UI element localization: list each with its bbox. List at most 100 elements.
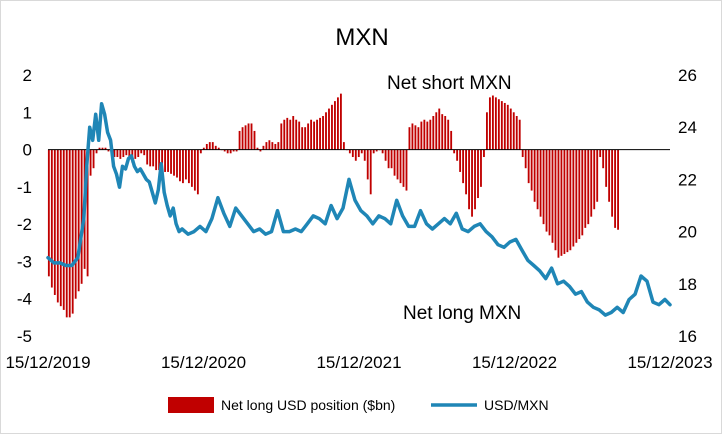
bar [468,149,470,210]
bar [274,143,277,150]
bar [533,149,536,202]
bar [500,101,503,150]
x-tick-label: 15/12/2019 [5,353,90,372]
bar [366,149,369,180]
bar [545,149,548,232]
bar [202,147,205,150]
right-tick-label: 22 [678,170,697,189]
bar [587,149,590,225]
bar [316,119,318,150]
bar [176,149,178,178]
bar [289,119,292,150]
left-tick-label: 0 [23,141,32,160]
bar [298,121,301,150]
bar [313,121,316,150]
bar [608,149,611,202]
bar [456,149,459,161]
annotation-net-short: Net short MXN [387,73,512,94]
bar [161,149,164,172]
left-tick-label: -5 [17,327,32,346]
bar [77,149,80,292]
bar [590,149,593,217]
bar [524,149,527,169]
bar [599,149,602,158]
bar [196,149,199,195]
legend-bar-swatch [168,397,214,413]
bar [339,93,342,150]
bar [483,149,485,158]
bar [453,149,456,154]
bar [286,117,289,150]
bar [560,149,563,256]
bar [325,112,327,150]
x-tick-label: 15/12/2020 [161,353,246,372]
bar [182,149,184,184]
bar [164,149,166,172]
bar [423,119,426,150]
bar [140,149,143,154]
bar [441,114,444,150]
bar [307,123,310,150]
bar [74,149,77,299]
bar [480,149,482,187]
bar [488,97,491,150]
bar [158,149,161,171]
bar [301,127,304,150]
bar [217,147,220,150]
bar [155,149,158,171]
bar [530,149,533,191]
bar [602,149,605,169]
bar [53,149,56,295]
bar [387,149,390,169]
bar-series [47,93,619,318]
right-tick-label: 24 [678,118,697,137]
right-tick-label: 20 [678,223,697,242]
left-tick-label: -4 [17,290,32,309]
bar [459,149,462,172]
bar [375,149,378,152]
legend: Net long USD position ($bn) USD/MXN [168,397,549,413]
bar [119,149,122,159]
bar [185,149,187,180]
bar [369,149,372,195]
bar [396,149,399,180]
bar [399,149,402,184]
bar [542,149,545,225]
bar [515,116,518,150]
bar [444,116,447,150]
bar [259,149,262,152]
bar [402,149,405,187]
bar [578,149,581,240]
bar [167,149,169,172]
bar [390,149,393,169]
bar [262,145,265,150]
bar [190,149,193,187]
bar [65,149,68,318]
bar [357,149,360,158]
bar [80,149,83,284]
bar [101,147,104,150]
bar [575,149,578,243]
bar [310,119,313,150]
left-axis-ticks: 2 1 0 -1 -2 -3 -4 -5 [17,66,32,346]
bar [354,149,357,161]
bar [521,149,524,158]
bar [47,149,50,277]
bar [179,149,181,182]
bar [187,149,190,184]
legend-line-label: USD/MXN [484,397,549,413]
bar [116,149,119,158]
bar [462,149,465,184]
x-axis-ticks: 15/12/2019 15/12/2020 15/12/2021 15/12/2022… [5,353,712,372]
bar [569,149,572,251]
bar [71,149,74,314]
bar [170,149,172,174]
bar [134,149,137,159]
bar [59,149,62,307]
bar [581,149,584,236]
right-tick-label: 26 [678,66,697,85]
bar [268,140,271,150]
bar [596,149,599,202]
bar [584,149,587,228]
